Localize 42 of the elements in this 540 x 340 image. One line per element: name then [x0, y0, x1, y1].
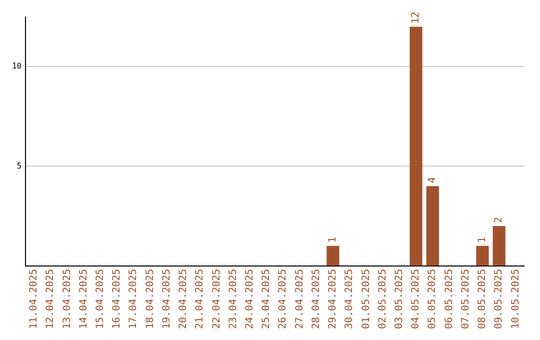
x-tick-label: 13.04.2025 [62, 268, 73, 330]
x-tick-label: 20.04.2025 [178, 268, 190, 330]
x-tick-label: 07.05.2025 [460, 268, 472, 330]
x-tick-label: 12.04.2025 [45, 268, 56, 330]
x-tick-label: 26.04.2025 [278, 268, 289, 330]
x-tick-label: 09.05.2025 [494, 268, 505, 330]
x-tick-label: 08.05.2025 [477, 268, 488, 330]
bar [326, 246, 340, 266]
x-tick-label: 02.05.2025 [377, 268, 388, 330]
y-tick-label: 5 [16, 161, 22, 170]
x-tick-label: 14.04.2025 [78, 268, 90, 330]
x-tick-label: 22.04.2025 [211, 268, 222, 330]
data-label: 2 [494, 216, 505, 223]
x-tick-label: 06.05.2025 [444, 268, 455, 330]
x-tick-label: 03.05.2025 [394, 268, 405, 330]
x-tick-label: 15.04.2025 [94, 268, 106, 330]
x-tick-label: 30.04.2025 [344, 268, 356, 330]
x-tick-label: 16.04.2025 [112, 268, 123, 330]
x-tick-label: 24.04.2025 [244, 268, 256, 330]
y-tick-label: 10 [12, 62, 22, 71]
x-tick-label: 21.04.2025 [194, 268, 206, 330]
x-tick-label: 10.05.2025 [510, 268, 522, 330]
data-label: 12 [410, 12, 422, 24]
x-tick-label: 18.04.2025 [144, 268, 156, 330]
x-tick-label: 27.04.2025 [294, 268, 306, 330]
x-tick-label: 19.04.2025 [161, 268, 172, 330]
x-tick-label: 23.04.2025 [228, 268, 239, 330]
bar [492, 226, 506, 266]
bar [476, 246, 489, 266]
x-tick-label: 01.05.2025 [360, 268, 372, 330]
x-tick-label: 05.05.2025 [427, 268, 438, 330]
data-label: 1 [477, 236, 488, 243]
x-tick-label: 17.04.2025 [128, 268, 140, 330]
x-tick-label: 04.05.2025 [410, 268, 422, 330]
bar [410, 26, 422, 266]
x-tick-label: 29.04.2025 [328, 268, 339, 330]
data-label: 4 [427, 177, 438, 184]
data-label: 1 [328, 236, 339, 243]
x-tick-label: 11.04.2025 [28, 268, 40, 330]
x-tick-label: 28.04.2025 [310, 268, 322, 330]
bar [426, 186, 439, 266]
x-tick-label: 25.04.2025 [261, 268, 272, 330]
